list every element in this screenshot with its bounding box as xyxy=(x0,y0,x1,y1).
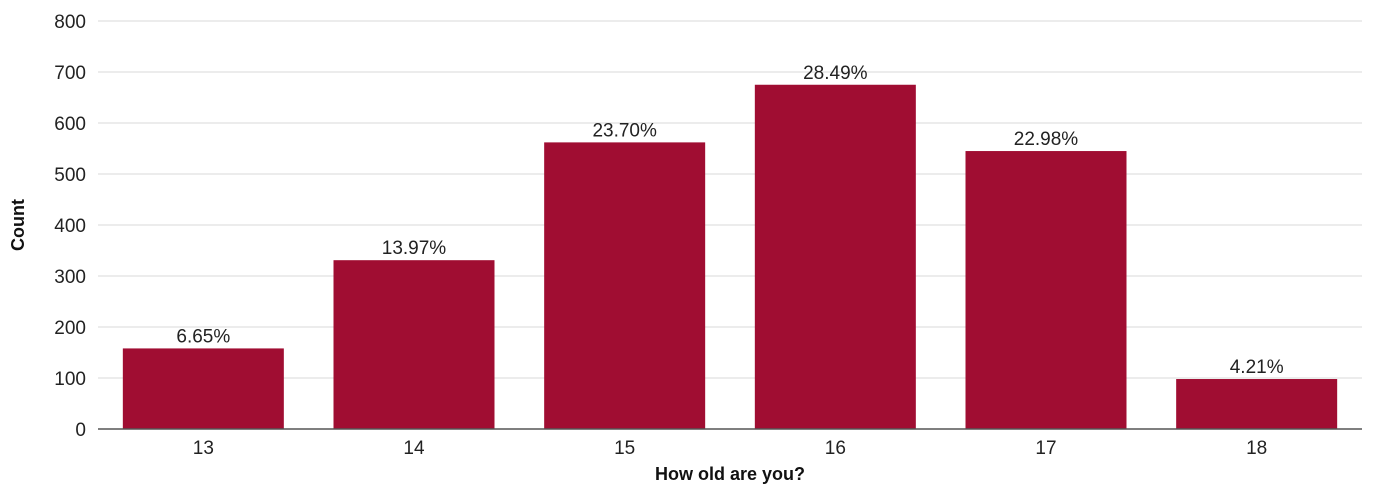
y-tick-label: 400 xyxy=(54,216,86,237)
x-tick-label: 13 xyxy=(193,438,214,459)
bar-13 xyxy=(123,348,284,429)
x-tick-label: 15 xyxy=(614,438,635,459)
data-label: 22.98% xyxy=(1014,129,1079,150)
x-axis-ticks: 13 14 15 16 17 18 xyxy=(193,438,1267,459)
data-label: 23.70% xyxy=(592,120,657,141)
y-axis-title: Count xyxy=(8,199,28,251)
y-tick-label: 200 xyxy=(54,318,86,339)
bar-18 xyxy=(1176,379,1337,429)
y-tick-label: 800 xyxy=(54,12,86,33)
bar-16 xyxy=(755,85,916,429)
y-tick-label: 500 xyxy=(54,165,86,186)
bars xyxy=(123,85,1337,429)
bar-15 xyxy=(544,142,705,429)
gridlines xyxy=(98,21,1362,378)
y-axis-ticks: 0 100 200 300 400 500 600 700 800 xyxy=(54,12,86,441)
data-label: 13.97% xyxy=(382,238,447,259)
x-tick-label: 18 xyxy=(1246,438,1267,459)
bar-17 xyxy=(966,151,1127,429)
x-tick-label: 17 xyxy=(1035,438,1056,459)
bar-14 xyxy=(334,260,495,429)
data-label: 28.49% xyxy=(803,63,868,84)
x-tick-label: 16 xyxy=(825,438,846,459)
data-label: 4.21% xyxy=(1230,357,1284,378)
y-tick-label: 0 xyxy=(75,420,86,441)
x-tick-label: 14 xyxy=(403,438,425,459)
y-tick-label: 600 xyxy=(54,114,86,135)
data-label: 6.65% xyxy=(176,326,230,347)
y-tick-label: 100 xyxy=(54,369,86,390)
x-axis-title: How old are you? xyxy=(655,464,805,484)
y-tick-label: 700 xyxy=(54,63,86,84)
y-tick-label: 300 xyxy=(54,267,86,288)
